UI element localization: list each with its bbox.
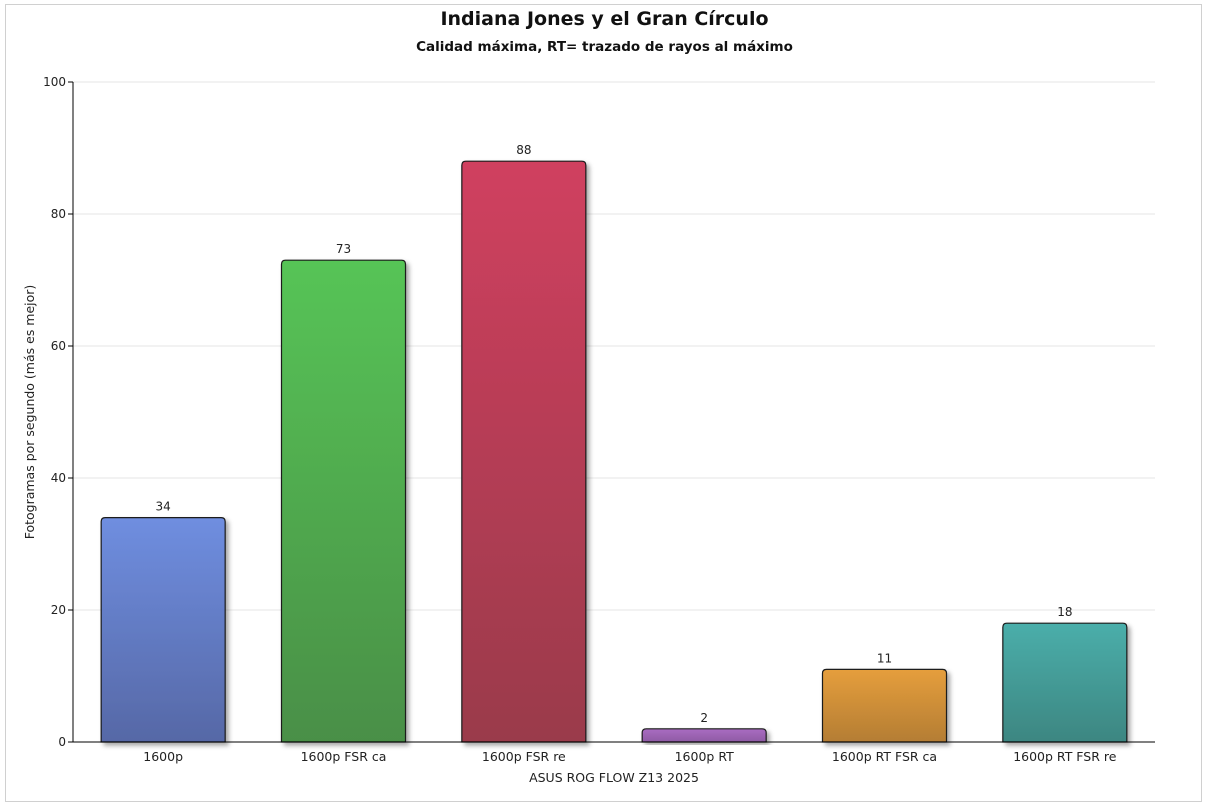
data-label: 88 <box>516 143 531 157</box>
bar <box>821 668 948 743</box>
bar <box>461 160 587 743</box>
x-axis-label: ASUS ROG FLOW Z13 2025 <box>529 770 699 785</box>
x-tick-label: 1600p RT FSR re <box>1013 749 1117 764</box>
y-axis-label: Fotogramas por segundo (más es mejor) <box>22 285 37 540</box>
x-tick-label: 1600p FSR ca <box>301 749 387 764</box>
bar <box>641 728 767 743</box>
x-tick-label: 1600p RT FSR ca <box>832 749 937 764</box>
data-label: 18 <box>1057 605 1072 619</box>
y-tick-label: 100 <box>43 75 66 89</box>
chart-title: Indiana Jones y el Gran Círculo <box>440 8 769 30</box>
chart-frame <box>5 4 1202 802</box>
chart-subtitle: Calidad máxima, RT= trazado de rayos al … <box>416 39 793 55</box>
y-tick-label: 40 <box>51 471 66 485</box>
x-tick-label: 1600p RT <box>675 749 734 764</box>
data-label: 11 <box>877 651 892 665</box>
bar <box>1002 622 1128 743</box>
data-label: 2 <box>700 711 708 725</box>
y-tick-label: 60 <box>51 339 66 353</box>
data-label: 34 <box>156 500 171 514</box>
bar <box>280 259 407 743</box>
bar <box>100 517 226 743</box>
x-tick-label: 1600p FSR re <box>482 749 566 764</box>
y-tick-label: 20 <box>51 603 66 617</box>
y-tick-label: 80 <box>51 207 66 221</box>
y-tick-label: 0 <box>58 735 66 749</box>
x-tick-label: 1600p <box>143 749 183 764</box>
data-label: 73 <box>336 242 351 256</box>
